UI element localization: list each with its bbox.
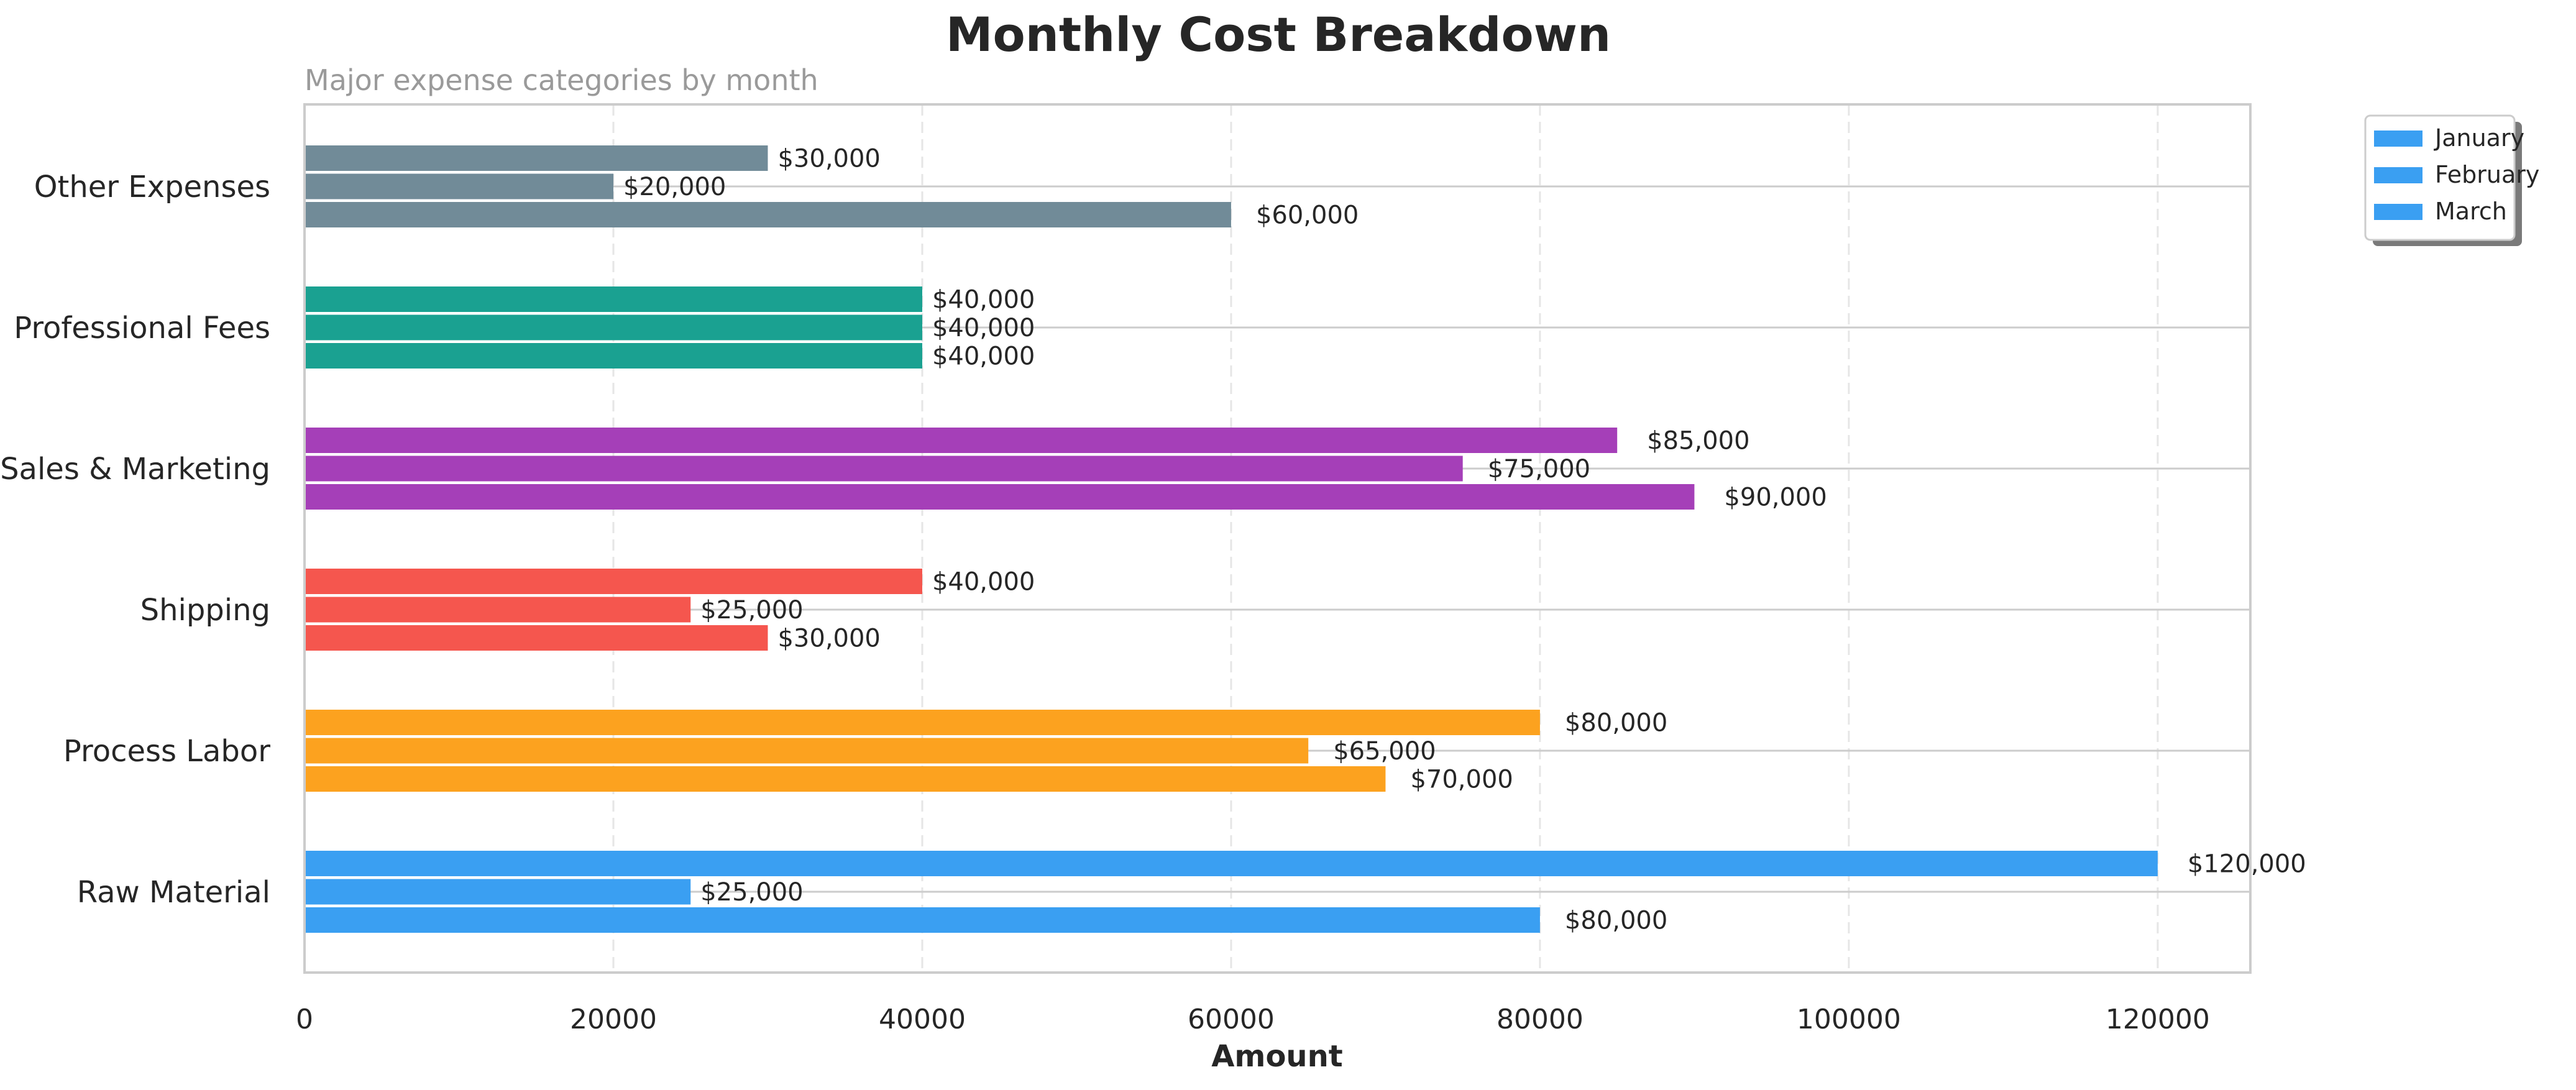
data-label: $25,000: [700, 596, 803, 625]
bar: [305, 597, 691, 623]
legend-swatch: [2374, 167, 2422, 183]
data-label: $40,000: [932, 286, 1035, 314]
x-tick-label: 80000: [1497, 1004, 1584, 1035]
category-label: Other Expenses: [34, 170, 270, 204]
data-label: $120,000: [2188, 850, 2306, 879]
bar: [305, 173, 613, 199]
data-label: $40,000: [932, 314, 1035, 342]
gridlines: [305, 104, 2250, 973]
category-label: Raw Material: [77, 875, 270, 910]
legend-label: February: [2435, 161, 2539, 188]
data-label: $25,000: [700, 878, 803, 907]
bar: [305, 286, 922, 312]
legend-label: January: [2434, 124, 2524, 152]
bar: [305, 428, 1618, 453]
data-label: $85,000: [1647, 427, 1749, 456]
data-label: $40,000: [932, 342, 1035, 371]
category-label: Shipping: [140, 593, 270, 628]
data-label: $60,000: [1256, 201, 1359, 230]
bar: [305, 907, 1540, 933]
bar: [305, 343, 922, 369]
bar: [305, 314, 922, 341]
x-tick-label: 20000: [570, 1004, 657, 1035]
x-ticks: 0 20000 40000 60000 80000 100000 120000: [296, 1004, 2210, 1035]
x-tick-label: 0: [296, 1004, 313, 1035]
bar: [305, 710, 1540, 735]
plot-frame: [303, 103, 2252, 974]
x-tick-label: 40000: [879, 1004, 966, 1035]
bars: $120,000 $25,000 $80,000 $80,000 $65,000$70,…: [305, 145, 2306, 935]
data-label: $65,000: [1333, 737, 1436, 766]
bar: [305, 625, 768, 651]
legend-label: March: [2435, 198, 2507, 225]
data-label: $70,000: [1410, 766, 1513, 794]
x-axis-label: Amount: [1211, 1039, 1342, 1074]
bar: [305, 766, 1386, 792]
category-label: Process Labor: [63, 734, 270, 769]
bar: [305, 569, 922, 594]
data-label: $30,000: [777, 625, 880, 653]
bar: [305, 484, 1695, 510]
data-label: $20,000: [623, 173, 726, 201]
data-label: $30,000: [777, 145, 880, 173]
category-label: Sales & Marketing: [0, 452, 270, 487]
bar: [305, 202, 1231, 227]
bar: [305, 738, 1309, 764]
x-tick-label: 100000: [1797, 1004, 1901, 1035]
data-label: $90,000: [1724, 483, 1827, 512]
chart-title: Monthly Cost Breakdown: [946, 7, 1611, 62]
bar: [305, 456, 1463, 482]
data-label: $75,000: [1488, 455, 1590, 483]
x-tick-label: 60000: [1188, 1004, 1275, 1035]
category-label: Professional Fees: [14, 311, 270, 346]
data-label: $80,000: [1565, 709, 1667, 738]
chart-subtitle: Major expense categories by month: [305, 63, 818, 97]
data-label: $40,000: [932, 568, 1035, 597]
legend-swatch: [2374, 131, 2422, 147]
data-label: $80,000: [1565, 907, 1667, 935]
legend: January February March: [2364, 114, 2539, 246]
bar: [305, 145, 768, 171]
category-labels: Raw Material Process Labor Shipping Sales &…: [0, 170, 270, 910]
bar: [305, 851, 2158, 876]
legend-swatch: [2374, 204, 2422, 220]
bar: [305, 879, 691, 905]
x-tick-label: 120000: [2106, 1004, 2210, 1035]
